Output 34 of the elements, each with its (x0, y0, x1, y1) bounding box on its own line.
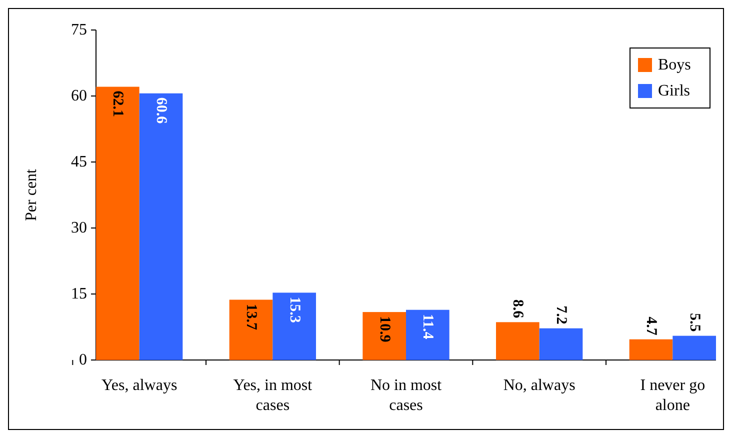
bar (229, 300, 273, 360)
data-label: 10.9 (376, 316, 392, 342)
x-tick-label: No in most cases (370, 377, 442, 414)
bar (672, 336, 716, 360)
bar (272, 292, 316, 360)
bar (96, 86, 140, 360)
y-tick-label: 30 (71, 220, 87, 236)
bar (539, 328, 583, 360)
x-tick-label: I never go alone (640, 377, 706, 414)
x-tick-label: Yes, always (101, 377, 178, 394)
legend-label: Boys (658, 56, 691, 74)
y-axis-title: Per cent (23, 168, 40, 221)
x-tick-label: No, always (503, 377, 576, 394)
y-tick-label: 75 (71, 22, 87, 38)
y-tick-label: 60 (71, 88, 87, 104)
data-label: 62.1 (110, 90, 126, 118)
data-label: 7.2 (553, 306, 569, 324)
y-tick-label: 0 (79, 352, 87, 368)
y-tick-label: 15 (71, 286, 87, 302)
data-label: 13.7 (243, 304, 259, 330)
data-label: 60.6 (153, 97, 169, 124)
bar (362, 312, 406, 360)
legend-label: Girls (658, 82, 690, 100)
data-label: 5.5 (686, 313, 702, 332)
bar (406, 310, 450, 360)
x-tick-label: Yes, in most cases (233, 377, 313, 414)
y-tick-label: 45 (71, 154, 87, 170)
data-label: 8.6 (510, 299, 526, 319)
data-label: 4.7 (643, 316, 659, 336)
bar (629, 339, 673, 360)
data-label: 15.3 (286, 296, 302, 323)
bar (139, 93, 183, 360)
data-label: 11.4 (420, 314, 436, 340)
bar (496, 322, 540, 360)
